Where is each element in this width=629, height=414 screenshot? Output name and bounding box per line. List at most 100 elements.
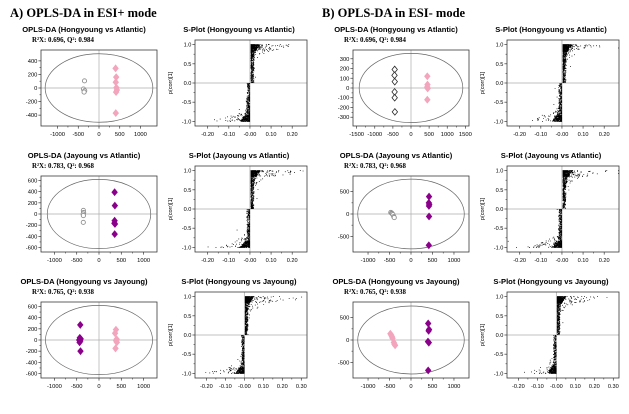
- svg-text:-200: -200: [26, 349, 38, 355]
- opls-score-chart: -1000 -500 0 500 1000 600 400 200 0 -200 -400 -600: [26, 175, 158, 264]
- svg-text:p(corr)[1]: p(corr)[1]: [480, 71, 486, 94]
- panel-a-row-3: OPLS-DA (Hongyoung vs Jayoung) R²X: 0.76…: [4, 276, 316, 402]
- svg-text:-0.5: -0.5: [494, 352, 504, 358]
- score-plot-stats: R²X: 0.696, Q²: 0.984: [32, 37, 94, 44]
- splot-cell: S-Plot (Hongyoung vs Atlantic) -0.20 -0.1…: [164, 24, 314, 150]
- svg-text:-500: -500: [71, 384, 83, 390]
- svg-text:-200: -200: [26, 100, 38, 106]
- svg-text:200: 200: [340, 67, 350, 73]
- splot-chart: -0.20 -0.10 -0.00 0.10 0.20 1.0 0.5 0.0 -0.5 -1.0…: [480, 39, 620, 138]
- splot-cell: S-Plot (Hongyoung vs Atlantic) -0.20 -0.1…: [476, 24, 626, 150]
- svg-text:0.30: 0.30: [296, 384, 307, 390]
- splot-title: S-Plot (Hongyoung vs Jayoung): [493, 277, 609, 286]
- svg-text:400: 400: [28, 316, 38, 322]
- svg-text:-500: -500: [384, 384, 396, 390]
- svg-text:1.0: 1.0: [184, 169, 192, 175]
- svg-text:0.10: 0.10: [570, 384, 581, 390]
- svg-text:0: 0: [34, 338, 37, 344]
- svg-text:0.20: 0.20: [599, 258, 610, 264]
- svg-text:-0.10: -0.10: [219, 384, 232, 390]
- svg-text:0: 0: [346, 212, 349, 218]
- svg-text:-500: -500: [338, 234, 350, 240]
- svg-text:-1.0: -1.0: [182, 119, 192, 125]
- splot-cell: S-Plot (Hongyoung vs Jayoung) -0.20 -0.10…: [164, 276, 314, 402]
- svg-text:0: 0: [34, 212, 37, 218]
- panel-a-heading: A) OPLS-DA in ESI+ mode: [10, 6, 157, 20]
- svg-text:0: 0: [97, 132, 100, 138]
- splot-chart: -0.20 -0.10 -0.00 0.10 0.20 1.0 0.5 0.0 -0.5 -1.0…: [168, 165, 308, 264]
- svg-text:1.0: 1.0: [496, 295, 504, 301]
- svg-text:-0.10: -0.10: [222, 258, 235, 264]
- score-plot-stats: R²X: 0.765, Q²: 0.938: [344, 289, 406, 296]
- svg-text:1000: 1000: [134, 132, 147, 138]
- svg-text:-1000: -1000: [47, 258, 62, 264]
- svg-text:0.10: 0.10: [578, 132, 589, 138]
- score-plot-title: OPLS-DA (Jayoung vs Atlantic): [27, 151, 141, 160]
- panel-b-row-1: OPLS-DA (Hongyoung vs Atlantic) R²X: 0.6…: [316, 24, 628, 150]
- svg-text:500: 500: [115, 132, 125, 138]
- panel-b-heading: B) OPLS-DA in ESI- mode: [322, 6, 466, 20]
- opls-score-chart: -1000 -500 0 500 1000 600 400 200 0 -200 -400 -600: [26, 301, 158, 390]
- opls-score-cell: OPLS-DA (Hongyoung vs Atlantic) R²X: 0.6…: [4, 24, 164, 150]
- svg-text:0.10: 0.10: [266, 132, 277, 138]
- splot-title: S-Plot (Jayoung vs Atlantic): [188, 151, 290, 160]
- svg-text:0: 0: [97, 384, 100, 390]
- panel-b-row-3: OPLS-DA (Hongyoung vs Jayoung) R²X: 0.76…: [316, 276, 628, 402]
- score-plot-stats: R²X: 0.783, Q²: 0.968: [32, 163, 94, 170]
- svg-text:500: 500: [340, 316, 350, 322]
- svg-text:0.5: 0.5: [496, 188, 504, 194]
- svg-text:-500: -500: [71, 258, 83, 264]
- svg-text:0.0: 0.0: [184, 333, 192, 339]
- panel-b-row-2: OPLS-DA (Jayoung vs Atlantic) R²X: 0.783…: [316, 150, 628, 276]
- svg-text:-0.5: -0.5: [182, 100, 192, 106]
- svg-text:0: 0: [346, 338, 349, 344]
- svg-text:-500: -500: [72, 132, 84, 138]
- svg-text:500: 500: [340, 190, 350, 196]
- svg-text:600: 600: [28, 304, 38, 310]
- svg-text:-0.5: -0.5: [494, 226, 504, 232]
- svg-text:500: 500: [116, 258, 126, 264]
- opls-score-cell: OPLS-DA (Hongyoung vs Jayoung) R²X: 0.76…: [316, 276, 476, 402]
- svg-text:0.20: 0.20: [287, 258, 298, 264]
- svg-text:0.5: 0.5: [184, 62, 192, 68]
- opls-score-cell: OPLS-DA (Jayoung vs Atlantic) R²X: 0.783…: [316, 150, 476, 276]
- opls-score-chart: -1000 -500 0 500 1000 500 0 -500: [338, 301, 470, 390]
- svg-text:0: 0: [409, 258, 412, 264]
- svg-text:0.0: 0.0: [496, 207, 504, 213]
- svg-text:0: 0: [97, 258, 100, 264]
- svg-text:0: 0: [346, 86, 349, 92]
- svg-text:-0.20: -0.20: [201, 258, 214, 264]
- splot-title: S-Plot (Jayoung vs Atlantic): [500, 151, 602, 160]
- panel-esi-plus: A) OPLS-DA in ESI+ mode OPLS-DA (Hongyou…: [4, 4, 316, 414]
- svg-text:1000: 1000: [448, 258, 461, 264]
- score-plot-title: OPLS-DA (Jayoung vs Atlantic): [339, 151, 453, 160]
- svg-text:1.0: 1.0: [184, 295, 192, 301]
- svg-text:-0.00: -0.00: [556, 258, 569, 264]
- svg-text:-0.00: -0.00: [550, 384, 563, 390]
- svg-text:-1000: -1000: [361, 384, 376, 390]
- svg-text:-200: -200: [26, 223, 38, 229]
- svg-text:p(corr)[1]: p(corr)[1]: [480, 197, 486, 220]
- svg-text:0: 0: [34, 86, 37, 92]
- score-plot-title: OPLS-DA (Hongyoung vs Atlantic): [334, 25, 458, 34]
- svg-text:-200: -200: [338, 105, 350, 111]
- svg-text:-600: -600: [26, 372, 38, 378]
- svg-text:-1000: -1000: [361, 258, 376, 264]
- svg-text:0.5: 0.5: [184, 188, 192, 194]
- svg-text:-100: -100: [338, 96, 350, 102]
- svg-text:200: 200: [28, 327, 38, 333]
- svg-text:100: 100: [340, 76, 350, 82]
- splot-title: S-Plot (Hongyoung vs Atlantic): [495, 25, 607, 34]
- svg-text:0.10: 0.10: [258, 384, 269, 390]
- svg-text:0.5: 0.5: [184, 314, 192, 320]
- svg-text:-400: -400: [26, 234, 38, 240]
- svg-text:600: 600: [28, 178, 38, 184]
- svg-text:p(corr)[1]: p(corr)[1]: [168, 197, 174, 220]
- score-plot-title: OPLS-DA (Hongyoung vs Atlantic): [22, 25, 146, 34]
- svg-text:-0.00: -0.00: [556, 132, 569, 138]
- svg-text:-400: -400: [26, 360, 38, 366]
- svg-text:0.30: 0.30: [608, 384, 619, 390]
- svg-text:-0.10: -0.10: [534, 132, 547, 138]
- svg-text:0.0: 0.0: [184, 81, 192, 87]
